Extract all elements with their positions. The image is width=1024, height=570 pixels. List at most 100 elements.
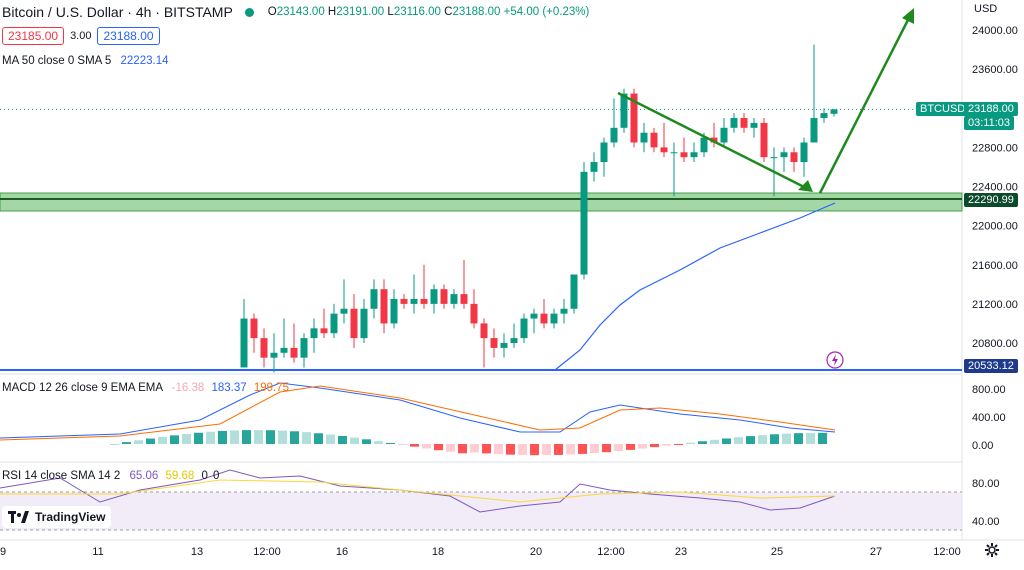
ma-legend[interactable]: MA 50 close 0 SMA 5 22223.14 <box>2 55 168 67</box>
candle-body[interactable] <box>420 298 428 304</box>
candle-body[interactable] <box>370 289 378 309</box>
candle-body[interactable] <box>570 274 578 309</box>
logo-text: TradingView <box>35 510 106 524</box>
candle-body[interactable] <box>820 113 828 119</box>
candle-body[interactable] <box>320 328 328 334</box>
candle-body[interactable] <box>780 152 788 158</box>
candle-body[interactable] <box>390 298 398 324</box>
candle-body[interactable] <box>600 142 608 163</box>
settings-gear-icon[interactable] <box>984 542 1000 558</box>
macd-histogram-bar <box>302 432 311 444</box>
candle-body[interactable] <box>630 93 638 143</box>
ma-line[interactable] <box>554 202 836 371</box>
candle-body[interactable] <box>280 347 288 353</box>
price-axis-label: 23600.00 <box>972 64 1018 76</box>
candle-body[interactable] <box>730 118 738 128</box>
candle-body[interactable] <box>550 313 558 324</box>
rsi-axis-label: 80.00 <box>972 478 1000 490</box>
macd-histogram-bar <box>494 444 503 455</box>
alert-lightning-icon[interactable] <box>826 351 844 369</box>
trendline-up[interactable] <box>818 11 914 194</box>
macd-histogram-bar <box>398 444 407 445</box>
time-axis-label: 20 <box>530 546 542 558</box>
candle-body[interactable] <box>560 308 568 314</box>
macd-legend[interactable]: MACD 12 26 close 9 EMA EMA -16.38 183.37… <box>2 382 289 394</box>
candle-body[interactable] <box>720 127 728 143</box>
macd-line[interactable] <box>0 382 836 439</box>
candle-body[interactable] <box>520 318 528 339</box>
macd-histogram-bar <box>254 430 263 444</box>
macd-histogram-bar <box>806 432 815 444</box>
candle-body[interactable] <box>620 93 628 128</box>
candle-body[interactable] <box>290 347 298 358</box>
buy-price-button[interactable]: 23188.00 <box>97 27 160 45</box>
candle-body[interactable] <box>360 308 368 339</box>
candle-body[interactable] <box>530 313 538 319</box>
candle-body[interactable] <box>480 323 488 339</box>
candle-body[interactable] <box>260 338 268 358</box>
time-axis-label: 11 <box>92 546 103 558</box>
candle-body[interactable] <box>610 127 618 143</box>
macd-signal-line[interactable] <box>0 385 836 441</box>
candle-body[interactable] <box>700 137 708 153</box>
symbol-title[interactable]: Bitcoin / U.S. Dollar · 4h · BITSTAMP <box>2 4 233 20</box>
candle-body[interactable] <box>660 147 668 153</box>
candle-body[interactable] <box>580 171 588 275</box>
candle-body[interactable] <box>330 313 338 334</box>
rsi-line[interactable] <box>0 469 836 513</box>
macd-histogram-bar <box>290 431 299 444</box>
candle-body[interactable] <box>430 289 438 304</box>
candle-body[interactable] <box>810 118 818 143</box>
candle-body[interactable] <box>490 338 498 348</box>
candle-body[interactable] <box>540 313 548 324</box>
macd-histogram-bar <box>350 437 359 444</box>
candle-body[interactable] <box>440 289 448 304</box>
currency-label[interactable]: USD <box>974 3 998 15</box>
macd-histogram-bar <box>122 442 131 444</box>
candle-body[interactable] <box>740 118 748 128</box>
macd-histogram-bar <box>218 430 227 444</box>
candle-body[interactable] <box>250 318 258 339</box>
candle-body[interactable] <box>770 157 778 159</box>
candle-body[interactable] <box>470 303 478 324</box>
candle-body[interactable] <box>650 132 658 148</box>
trendline-up-arrowhead <box>902 8 914 24</box>
low-label: L <box>387 6 394 18</box>
candle-body[interactable] <box>790 152 798 163</box>
candle-body[interactable] <box>830 109 838 114</box>
candle-body[interactable] <box>450 294 458 304</box>
candle-body[interactable] <box>300 338 308 358</box>
candle-body[interactable] <box>460 294 468 304</box>
support-zone[interactable] <box>0 192 963 212</box>
candle-body[interactable] <box>400 298 408 304</box>
candle-body[interactable] <box>750 122 758 128</box>
change-value: +54.00 (+0.23%) <box>503 6 590 18</box>
candle-body[interactable] <box>800 142 808 163</box>
candle-body[interactable] <box>510 338 518 343</box>
trendline-down-arrowhead <box>798 180 813 192</box>
candle-body[interactable] <box>710 137 718 143</box>
candle-body[interactable] <box>690 152 698 158</box>
candle-body[interactable] <box>310 328 318 339</box>
candle-body[interactable] <box>680 152 688 158</box>
trendline-down[interactable] <box>617 91 811 192</box>
tradingview-logo[interactable]: TradingView <box>2 506 112 528</box>
candle-body[interactable] <box>670 152 678 154</box>
sell-price-button[interactable]: 23185.00 <box>2 27 65 45</box>
candle-body[interactable] <box>590 162 598 172</box>
candle-body[interactable] <box>760 122 768 158</box>
rsi-sma-value: 59.68 <box>165 470 195 482</box>
candle-body[interactable] <box>640 132 648 143</box>
rsi-legend[interactable]: RSI 14 close SMA 14 2 65.06 59.68 0 0 <box>2 470 219 482</box>
candle-body[interactable] <box>500 343 508 348</box>
rsi-sma-line[interactable] <box>0 479 836 503</box>
candle-body[interactable] <box>340 308 348 314</box>
candle-body[interactable] <box>380 289 388 324</box>
candle-body[interactable] <box>410 298 418 304</box>
candle-body[interactable] <box>350 308 358 339</box>
candle-body[interactable] <box>240 318 248 368</box>
candle-body[interactable] <box>270 352 278 358</box>
macd-histogram-bar <box>278 430 287 444</box>
